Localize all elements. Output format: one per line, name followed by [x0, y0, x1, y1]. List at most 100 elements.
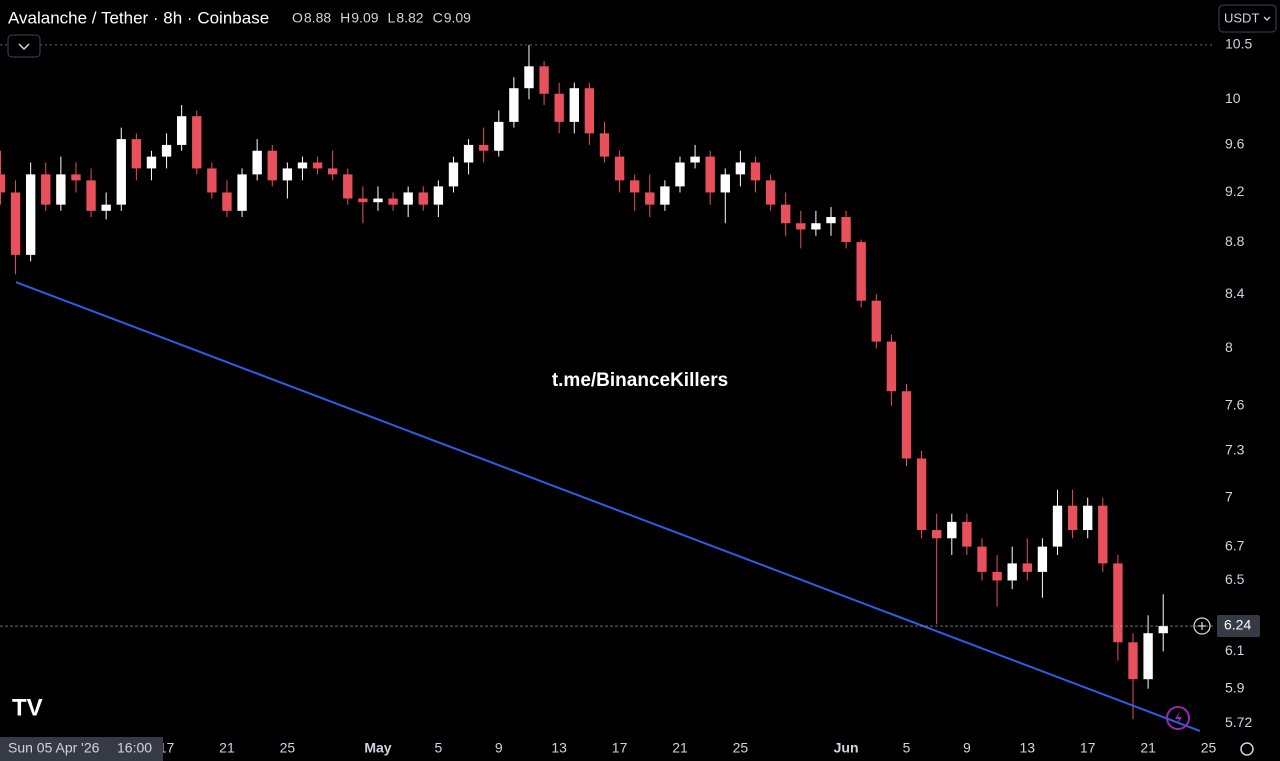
y-tick-label: 7 [1225, 488, 1233, 504]
chevron-icon [18, 43, 30, 51]
candle-body [720, 174, 730, 193]
ohlc-key: H [340, 10, 350, 26]
candle-body [373, 198, 383, 203]
candle-body [916, 458, 927, 531]
x-tick-label: 21 [672, 740, 688, 756]
candle-body [826, 216, 836, 224]
candle-body [856, 242, 866, 301]
y-tick-label: 6.7 [1225, 537, 1245, 553]
candle-body [494, 121, 504, 151]
bolt-icon [1175, 711, 1182, 725]
ohlc-key: L [388, 10, 396, 26]
candle-body [176, 116, 187, 145]
candle-body [10, 192, 21, 255]
candle-body [645, 192, 655, 205]
x-tick-label: 21 [1140, 740, 1156, 756]
currency-label: USDT [1224, 10, 1259, 25]
y-tick-label: 8.8 [1225, 233, 1245, 249]
candle-body [1158, 626, 1168, 634]
cursor-date-box [0, 737, 163, 761]
chevron-icon [1263, 16, 1271, 21]
x-tick-label: 13 [1020, 740, 1036, 756]
y-tick-label: 6.5 [1225, 571, 1245, 587]
candle-body [1128, 642, 1138, 680]
candle-body [584, 88, 595, 134]
candle-body [901, 391, 912, 459]
candle-body [599, 133, 610, 157]
candle-body [539, 66, 549, 94]
candle-body [358, 198, 368, 203]
candle-body [56, 174, 66, 205]
candle-body [267, 150, 277, 181]
candle-body [222, 192, 232, 211]
candle-body [116, 139, 126, 205]
candle-body [161, 144, 172, 157]
plus-icon [1198, 622, 1206, 630]
trendline [15, 281, 1201, 732]
candle-body [932, 530, 942, 539]
candle-body [1052, 505, 1063, 547]
y-tick-label: 7.3 [1225, 442, 1245, 458]
candle-body [131, 139, 142, 169]
plot-area [0, 44, 1219, 737]
ohlc-value: 9.09 [444, 10, 471, 26]
x-tick-label: 9 [963, 740, 971, 756]
candle-body [327, 168, 338, 175]
cursor-time: 16:00 [117, 740, 152, 756]
last-price-box [1217, 615, 1260, 638]
candle-body [841, 216, 851, 243]
ohlc-key: O [292, 10, 303, 26]
candle-body [1067, 505, 1078, 531]
candle-body [252, 150, 262, 175]
y-tick-label: 7.6 [1225, 397, 1245, 413]
candle-body [750, 162, 761, 181]
candle-body [524, 66, 534, 89]
candle-body [463, 144, 474, 163]
candle-body [781, 204, 791, 224]
candle-body [962, 521, 972, 547]
candle-body [86, 180, 96, 211]
candle-body [433, 186, 444, 205]
x-tick-label: 5 [903, 740, 911, 756]
y-tick-label: 8 [1225, 339, 1233, 355]
candle-body [237, 174, 247, 211]
currency-button[interactable] [1218, 4, 1277, 33]
candle-body [977, 546, 987, 572]
x-tick-label: 25 [1201, 740, 1217, 756]
x-tick-label: 17 [612, 740, 628, 756]
candle-body [886, 341, 897, 392]
candle-body [282, 168, 293, 181]
candle-body [1022, 563, 1032, 572]
candle-body [509, 88, 519, 122]
candle-body [1113, 563, 1123, 643]
y-tick-label: 8.4 [1225, 285, 1245, 301]
alert-icon[interactable] [1166, 706, 1190, 730]
candle-body [614, 156, 625, 181]
candle-body [388, 198, 398, 205]
settings-icon[interactable] [1240, 742, 1254, 756]
x-tick-label: 13 [551, 740, 567, 756]
ohlc-header: O 8.88 H 9.09 L 8.82 C 9.09 [292, 10, 471, 26]
candle-body [25, 174, 36, 255]
y-tick-label: 5.9 [1225, 679, 1245, 695]
add-icon[interactable] [1193, 617, 1211, 635]
ohlc-value: 8.82 [396, 10, 423, 26]
candle-body [448, 162, 459, 187]
candle-body [569, 88, 579, 122]
x-tick-label: 25 [733, 740, 749, 756]
x-tick-label: 5 [434, 740, 442, 756]
y-tick-label: 9.6 [1225, 136, 1245, 152]
candle-body [418, 192, 428, 205]
last-price-label: 6.24 [1224, 617, 1251, 633]
candle-body [312, 162, 323, 169]
candle-body [403, 192, 413, 205]
candle-body [947, 521, 957, 539]
chart-title: Avalanche / Tether · 8h · Coinbase [8, 8, 269, 27]
cursor-date: Sun 05 Apr '26 [8, 740, 100, 756]
collapse-button[interactable] [7, 34, 41, 58]
candle-body [811, 223, 821, 230]
candle-body [690, 156, 700, 163]
candle-body [1143, 633, 1153, 680]
